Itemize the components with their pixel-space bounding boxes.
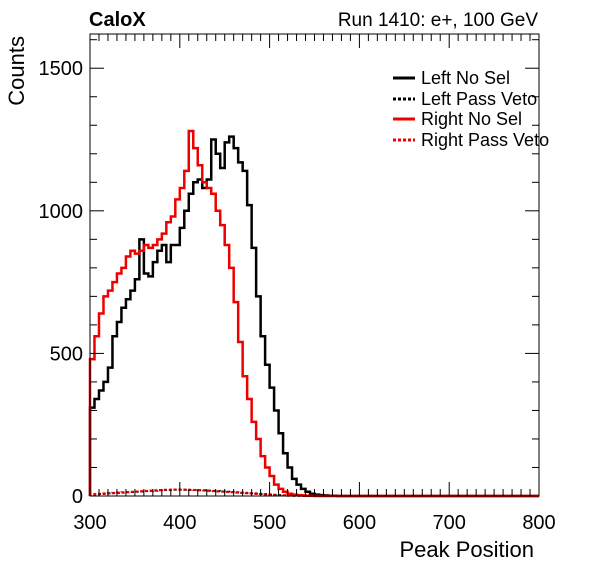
- experiment-label: CaloX: [89, 9, 146, 31]
- x-tick-label: 600: [343, 512, 376, 534]
- y-tick-label: 1500: [39, 58, 84, 80]
- x-tick-label: 700: [433, 512, 466, 534]
- legend-label-right-pass-veto: Right Pass Veto: [421, 130, 549, 150]
- x-tick-label: 800: [522, 512, 555, 534]
- legend-label-right-no-sel: Right No Sel: [421, 109, 522, 129]
- y-tick-label: 0: [72, 486, 83, 508]
- legend-label-left-pass-veto: Left Pass Veto: [421, 89, 537, 109]
- y-axis-title: Counts: [4, 36, 29, 106]
- legend-label-left-no-sel: Left No Sel: [421, 68, 510, 88]
- x-tick-label: 500: [253, 512, 286, 534]
- y-tick-label: 500: [50, 343, 83, 365]
- tick-layer: 300 400 500 600 700 800 0 500 1000 1500: [39, 34, 556, 534]
- x-tick-label: 300: [73, 512, 106, 534]
- legend: Left No Sel Left Pass Veto Right No Sel …: [393, 68, 549, 150]
- x-tick-label: 400: [163, 512, 196, 534]
- y-tick-label: 1000: [39, 201, 84, 223]
- chart-title: Run 1410: e+, 100 GeV: [338, 10, 539, 31]
- x-axis-title: Peak Position: [399, 537, 534, 562]
